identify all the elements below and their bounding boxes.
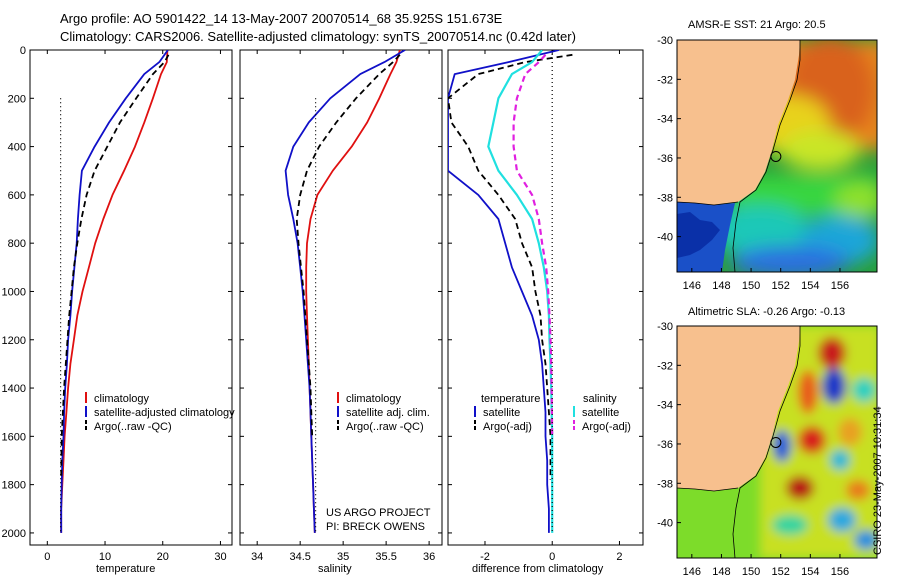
difference-xtick-label: 2 xyxy=(616,551,622,563)
difference-legend-temp-satellite: satellite xyxy=(483,407,520,419)
temperature-xtick-label: 0 xyxy=(44,551,50,563)
difference-series-group xyxy=(448,50,573,533)
sla-map-title: Altimetric SLA: -0.26 Argo: -0.13 xyxy=(688,306,846,318)
salinity-xtick-label: 35 xyxy=(337,551,349,563)
sst-map-latitude-label: -38 xyxy=(657,192,673,204)
sst-map-longitude-label: 156 xyxy=(831,280,849,292)
difference-series-salinity-argo-adj-line xyxy=(512,54,554,437)
difference-series-salinity-satellite-line xyxy=(487,50,554,533)
salinity-xtick-label: 34.5 xyxy=(289,551,310,563)
salinity-legend-climatology: climatology xyxy=(346,393,402,405)
depth-tick-label: 1800 xyxy=(2,480,26,492)
depth-tick-label: 1000 xyxy=(2,286,26,298)
temperature-series-satellite-adjusted-climatology-line xyxy=(60,50,169,533)
depth-tick-label: 200 xyxy=(8,93,26,105)
chart-title-line-1: Argo profile: AO 5901422_14 13-May-2007 … xyxy=(60,11,503,26)
depth-tick-label: 400 xyxy=(8,142,26,154)
project-pi: PI: BRECK OWENS xyxy=(326,521,426,533)
sla-map-longitude-label: 150 xyxy=(742,566,760,578)
depth-tick-label: 1400 xyxy=(2,383,26,395)
temperature-legend-satellite: satellite-adjusted climatology xyxy=(94,407,235,419)
difference-xlabel: difference from climatology xyxy=(472,563,604,575)
salinity-legend-argo: Argo(..raw -QC) xyxy=(346,421,424,433)
sst-map-longitude-label: 150 xyxy=(742,280,760,292)
difference-xtick-label: -2 xyxy=(480,551,490,563)
chart-title-line-2: Climatology: CARS2006. Satellite-adjuste… xyxy=(60,29,576,44)
sst-map-latitude-label: -34 xyxy=(657,114,673,126)
depth-tick-label: 600 xyxy=(8,190,26,202)
sst-map-longitude-label: 148 xyxy=(712,280,730,292)
sst-map-longitude-label: 146 xyxy=(683,280,701,292)
temperature-xtick-label: 30 xyxy=(214,551,226,563)
salinity-xlabel: salinity xyxy=(318,563,352,575)
depth-tick-label: 1200 xyxy=(2,335,26,347)
salinity-series-climatology-line xyxy=(305,50,401,533)
salinity-xtick-label: 35.5 xyxy=(375,551,396,563)
sst-map-latitude-label: -32 xyxy=(657,74,673,86)
temperature-legend-climatology: climatology xyxy=(94,393,150,405)
sla-map-latitude-label: -30 xyxy=(657,321,673,333)
difference-xtick-label: 0 xyxy=(549,551,555,563)
sst-map-latitude-label: -36 xyxy=(657,153,673,165)
difference-series-temperature-argo-adj-line xyxy=(448,53,573,480)
difference-legend-salinity-heading: salinity xyxy=(583,393,617,405)
sst-map-frame xyxy=(676,39,878,273)
sst-map-longitude-label: 154 xyxy=(801,280,819,292)
sla-map-latitude-label: -32 xyxy=(657,360,673,372)
sla-map-longitude-label: 148 xyxy=(712,566,730,578)
temperature-legend-argo: Argo(..raw -QC) xyxy=(94,421,172,433)
project-credit: US ARGO PROJECT PI: BRECK OWENS xyxy=(326,506,431,534)
sla-map-longitude-label: 146 xyxy=(683,566,701,578)
sla-map-latitude-label: -38 xyxy=(657,478,673,490)
sla-map-latitude-label: -40 xyxy=(657,518,673,530)
difference-plot-frame xyxy=(447,49,644,546)
sst-map-image xyxy=(677,40,877,272)
depth-tick-label: 2000 xyxy=(2,528,26,540)
difference-legend-temperature-heading: temperature xyxy=(481,393,540,405)
project-name: US ARGO PROJECT xyxy=(326,507,431,519)
sst-map-latitude-label: -40 xyxy=(657,232,673,244)
sst-map-title: AMSR-E SST: 21 Argo: 20.5 xyxy=(688,19,826,31)
temperature-xlabel: temperature xyxy=(96,563,156,575)
difference-legend-temp-argo: Argo(-adj) xyxy=(483,421,532,433)
sst-map-latitude-label: -30 xyxy=(657,35,673,47)
salinity-series-satellite-adj-clim-line xyxy=(284,50,406,533)
sla-map-longitude-label: 154 xyxy=(801,566,819,578)
salinity-plot-frame xyxy=(239,49,443,546)
sst-map-argo-marker xyxy=(770,150,782,162)
sla-map-longitude-label: 156 xyxy=(831,566,849,578)
sla-map-image xyxy=(677,326,877,558)
sla-map-frame xyxy=(676,325,878,559)
sla-map-latitude-label: -36 xyxy=(657,439,673,451)
difference-series-temperature-satellite-line xyxy=(448,50,560,533)
depth-tick-label: 800 xyxy=(8,238,26,250)
difference-legend-sal-argo: Argo(-adj) xyxy=(582,421,631,433)
difference-legend-sal-satellite: satellite xyxy=(582,407,619,419)
temperature-series-group xyxy=(59,50,170,533)
salinity-series-group xyxy=(284,50,406,533)
salinity-series-argo-raw-qc-line xyxy=(295,54,401,437)
sla-map-latitude-label: -34 xyxy=(657,400,673,412)
salinity-xtick-label: 34 xyxy=(251,551,263,563)
temperature-series-argo-raw-qc-line xyxy=(60,54,170,480)
temperature-plot-frame xyxy=(29,49,233,546)
temperature-xtick-label: 20 xyxy=(157,551,169,563)
sst-map-longitude-label: 152 xyxy=(772,280,790,292)
temperature-series-climatology-line xyxy=(60,50,169,533)
sla-map-argo-marker xyxy=(770,436,782,448)
depth-tick-label: 1600 xyxy=(2,431,26,443)
temperature-xtick-label: 10 xyxy=(99,551,111,563)
salinity-legend-satellite: satellite adj. clim. xyxy=(346,407,430,419)
salinity-xtick-label: 36 xyxy=(423,551,435,563)
timestamp-credit: CSIRO 23-May-2007 10:31:34 xyxy=(872,406,884,555)
depth-tick-label: 0 xyxy=(20,45,26,57)
sla-map-longitude-label: 152 xyxy=(772,566,790,578)
